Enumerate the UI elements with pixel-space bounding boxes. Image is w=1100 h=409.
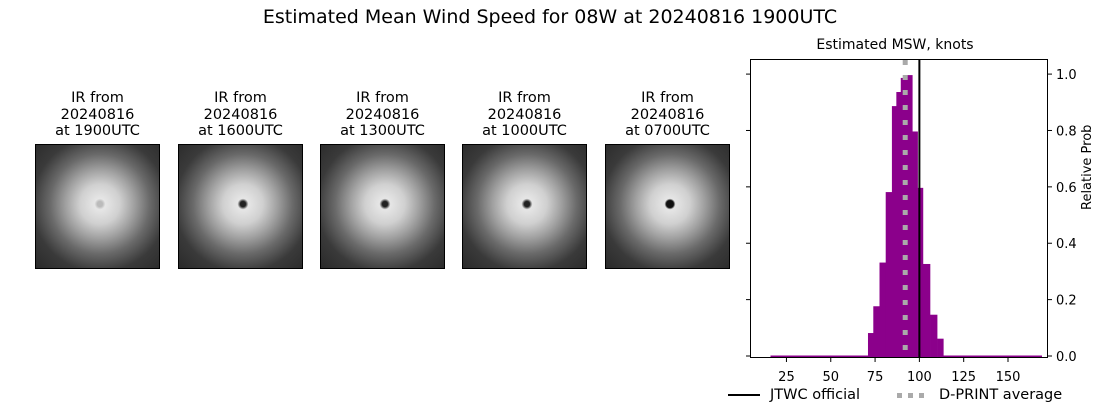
svg-text:150: 150: [996, 370, 1021, 385]
svg-text:75: 75: [867, 370, 884, 385]
satellite-image: [35, 144, 160, 269]
solid-line-icon: [728, 394, 760, 396]
legend-jtwc: JTWC official: [728, 387, 860, 403]
thumbnail-caption: IR from 20240816 at 1000UTC: [482, 90, 567, 139]
ir-thumbnail: IR from 20240816 at 1300UTC: [320, 90, 445, 269]
chart-title: Estimated MSW, knots: [816, 37, 974, 53]
svg-text:0.8: 0.8: [1056, 124, 1077, 139]
ir-thumbnail: IR from 20240816 at 1600UTC: [178, 90, 303, 269]
svg-text:0.4: 0.4: [1056, 237, 1077, 252]
thumbnail-caption: IR from 20240816 at 1600UTC: [198, 90, 283, 139]
ir-thumbnail: IR from 20240816 at 1900UTC: [35, 90, 160, 269]
svg-text:0.0: 0.0: [1056, 350, 1077, 365]
thumbnail-caption: IR from 20240816 at 1300UTC: [340, 90, 425, 139]
ir-thumbnail: IR from 20240816 at 1000UTC: [462, 90, 587, 269]
satellite-image: [320, 144, 445, 269]
svg-text:100: 100: [907, 370, 932, 385]
satellite-image: [605, 144, 730, 269]
y-axis-label: Relative Prob: [1080, 124, 1095, 210]
legend-dprint: D-PRINT average: [897, 387, 1062, 403]
svg-text:25: 25: [778, 370, 795, 385]
svg-text:1.0: 1.0: [1056, 68, 1077, 83]
thumbnail-caption: IR from 20240816 at 1900UTC: [55, 90, 140, 139]
histogram-plot: [750, 59, 1048, 358]
satellite-image: [462, 144, 587, 269]
thumbnail-caption: IR from 20240816 at 0700UTC: [625, 90, 710, 139]
satellite-image: [178, 144, 303, 269]
figure-title: Estimated Mean Wind Speed for 08W at 202…: [262, 6, 838, 28]
svg-text:0.6: 0.6: [1056, 181, 1077, 196]
svg-text:125: 125: [951, 370, 976, 385]
dotted-line-icon: [897, 392, 929, 398]
svg-text:50: 50: [822, 370, 839, 385]
svg-text:0.2: 0.2: [1056, 294, 1077, 309]
ir-thumbnail: IR from 20240816 at 0700UTC: [605, 90, 730, 269]
histogram-bars: [770, 60, 1042, 358]
